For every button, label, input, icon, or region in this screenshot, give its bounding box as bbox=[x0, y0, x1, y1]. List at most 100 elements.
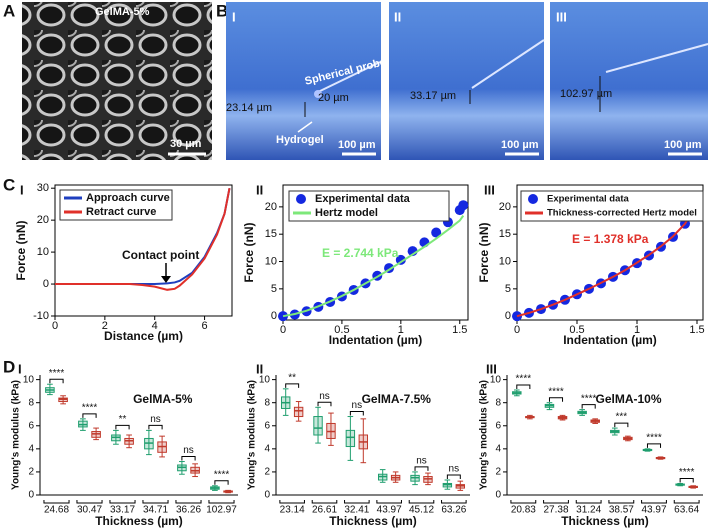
significance-bracket bbox=[516, 384, 531, 389]
significance-label: ns bbox=[319, 391, 330, 402]
x-tick-label: 43.97 bbox=[377, 505, 402, 516]
micrograph bbox=[550, 2, 708, 160]
x-tick-label: 32.41 bbox=[344, 505, 369, 516]
y-axis-label: Force (nN) bbox=[477, 222, 491, 282]
arrow-head bbox=[161, 276, 171, 283]
panel-label: B bbox=[216, 1, 228, 20]
x-tick-label: 0.5 bbox=[334, 324, 349, 336]
y-tick-label: 30 bbox=[37, 182, 49, 194]
significance-label: **** bbox=[516, 374, 532, 385]
probe-tip bbox=[314, 90, 322, 98]
x-tick-label: 0.5 bbox=[569, 324, 584, 336]
annotation: E = 1.378 kPa bbox=[572, 232, 649, 246]
sub-label: II bbox=[256, 182, 263, 197]
category-bracket bbox=[279, 500, 305, 504]
x-tick-label: 6 bbox=[202, 320, 208, 332]
significance-bracket bbox=[49, 378, 64, 384]
probe bbox=[605, 43, 709, 73]
image-text: Hydrogel bbox=[276, 134, 324, 146]
y-tick-label: 6 bbox=[495, 420, 501, 431]
significance-label: ns bbox=[416, 456, 427, 467]
y-axis-label: Force (nN) bbox=[242, 222, 256, 282]
significance-label: ** bbox=[288, 372, 296, 383]
category-bracket bbox=[408, 500, 435, 504]
x-tick-label: 27.38 bbox=[543, 505, 568, 516]
y-tick-label: 10 bbox=[490, 374, 502, 385]
y-tick-label: 2 bbox=[264, 467, 270, 478]
plot-frame bbox=[54, 184, 233, 317]
significance-bracket bbox=[679, 477, 694, 483]
x-axis-label: Thickness (µm) bbox=[561, 514, 649, 528]
sem-image bbox=[22, 2, 212, 160]
y-tick-label: 20 bbox=[499, 201, 511, 213]
category-bracket bbox=[608, 500, 635, 504]
y-tick-label: 6 bbox=[28, 420, 34, 431]
significance-bracket bbox=[581, 404, 596, 409]
image-text: 33.17 µm bbox=[410, 90, 456, 102]
significance-bracket bbox=[82, 413, 97, 418]
data-point bbox=[458, 200, 469, 211]
arrow bbox=[297, 121, 313, 133]
panel-label: A bbox=[3, 1, 15, 20]
curve bbox=[55, 188, 231, 291]
category-bracket bbox=[344, 500, 370, 504]
image-text: 20 µm bbox=[318, 92, 349, 104]
significance-label: **** bbox=[581, 393, 597, 404]
category-bracket bbox=[76, 500, 103, 504]
legend-label: Experimental data bbox=[547, 194, 630, 205]
category-bracket bbox=[673, 500, 700, 504]
annotation: E = 2.744 kPa bbox=[322, 246, 399, 260]
category-bracket bbox=[208, 500, 235, 504]
significance-bracket bbox=[614, 422, 629, 428]
plot-frame bbox=[516, 184, 704, 321]
sub-label: II bbox=[394, 9, 401, 24]
sub-label: II bbox=[256, 361, 263, 376]
data-point bbox=[431, 227, 442, 238]
significance-bracket bbox=[317, 401, 332, 407]
x-axis-label: Thickness (µm) bbox=[329, 514, 417, 528]
x-axis-label: Distance (µm) bbox=[104, 329, 183, 343]
sub-label: III bbox=[484, 182, 495, 197]
box bbox=[345, 429, 356, 448]
y-tick-label: 6 bbox=[264, 420, 270, 431]
y-tick-label: 5 bbox=[505, 283, 511, 295]
panel-label: C bbox=[3, 175, 15, 194]
significance-bracket bbox=[214, 480, 229, 485]
sub-label: I bbox=[20, 182, 24, 197]
significance-bracket bbox=[414, 466, 429, 471]
y-axis-label: Force (nN) bbox=[14, 220, 28, 280]
y-tick-label: 15 bbox=[499, 228, 511, 240]
legend-label: Approach curve bbox=[86, 192, 170, 204]
y-axis-label: Young's modulus (kPa) bbox=[247, 380, 258, 490]
x-tick-label: 30.47 bbox=[77, 505, 102, 516]
category-bracket bbox=[311, 500, 338, 504]
legend-marker bbox=[296, 194, 306, 204]
scale-text: 100 µm bbox=[338, 139, 376, 151]
image-text: 102.97 µm bbox=[560, 88, 612, 100]
significance-bracket bbox=[349, 411, 364, 416]
y-tick-label: 4 bbox=[495, 443, 501, 454]
significance-bracket bbox=[115, 424, 130, 430]
category-bracket bbox=[43, 500, 70, 504]
category-bracket bbox=[641, 500, 667, 504]
legend-box bbox=[288, 190, 450, 222]
x-tick-label: 31.24 bbox=[576, 505, 601, 516]
category-bracket bbox=[109, 500, 136, 504]
legend-label: Hertz model bbox=[315, 207, 378, 219]
x-tick-label: 33.17 bbox=[110, 505, 135, 516]
image-text: 23.14 µm bbox=[226, 102, 272, 114]
significance-label: **** bbox=[49, 368, 65, 379]
x-tick-label: 0 bbox=[280, 324, 286, 336]
y-tick-label: 10 bbox=[259, 374, 271, 385]
category-bracket bbox=[376, 500, 402, 504]
y-tick-label: 0 bbox=[28, 490, 34, 501]
probe bbox=[317, 61, 381, 93]
y-axis-label: Young's modulus (kPa) bbox=[11, 380, 22, 490]
significance-bracket bbox=[548, 397, 564, 402]
annotation: Contact point bbox=[122, 248, 199, 262]
y-tick-label: 8 bbox=[495, 397, 501, 408]
legend-label: Experimental data bbox=[315, 193, 411, 205]
y-tick-label: 0 bbox=[264, 490, 270, 501]
y-tick-label: 8 bbox=[28, 397, 34, 408]
